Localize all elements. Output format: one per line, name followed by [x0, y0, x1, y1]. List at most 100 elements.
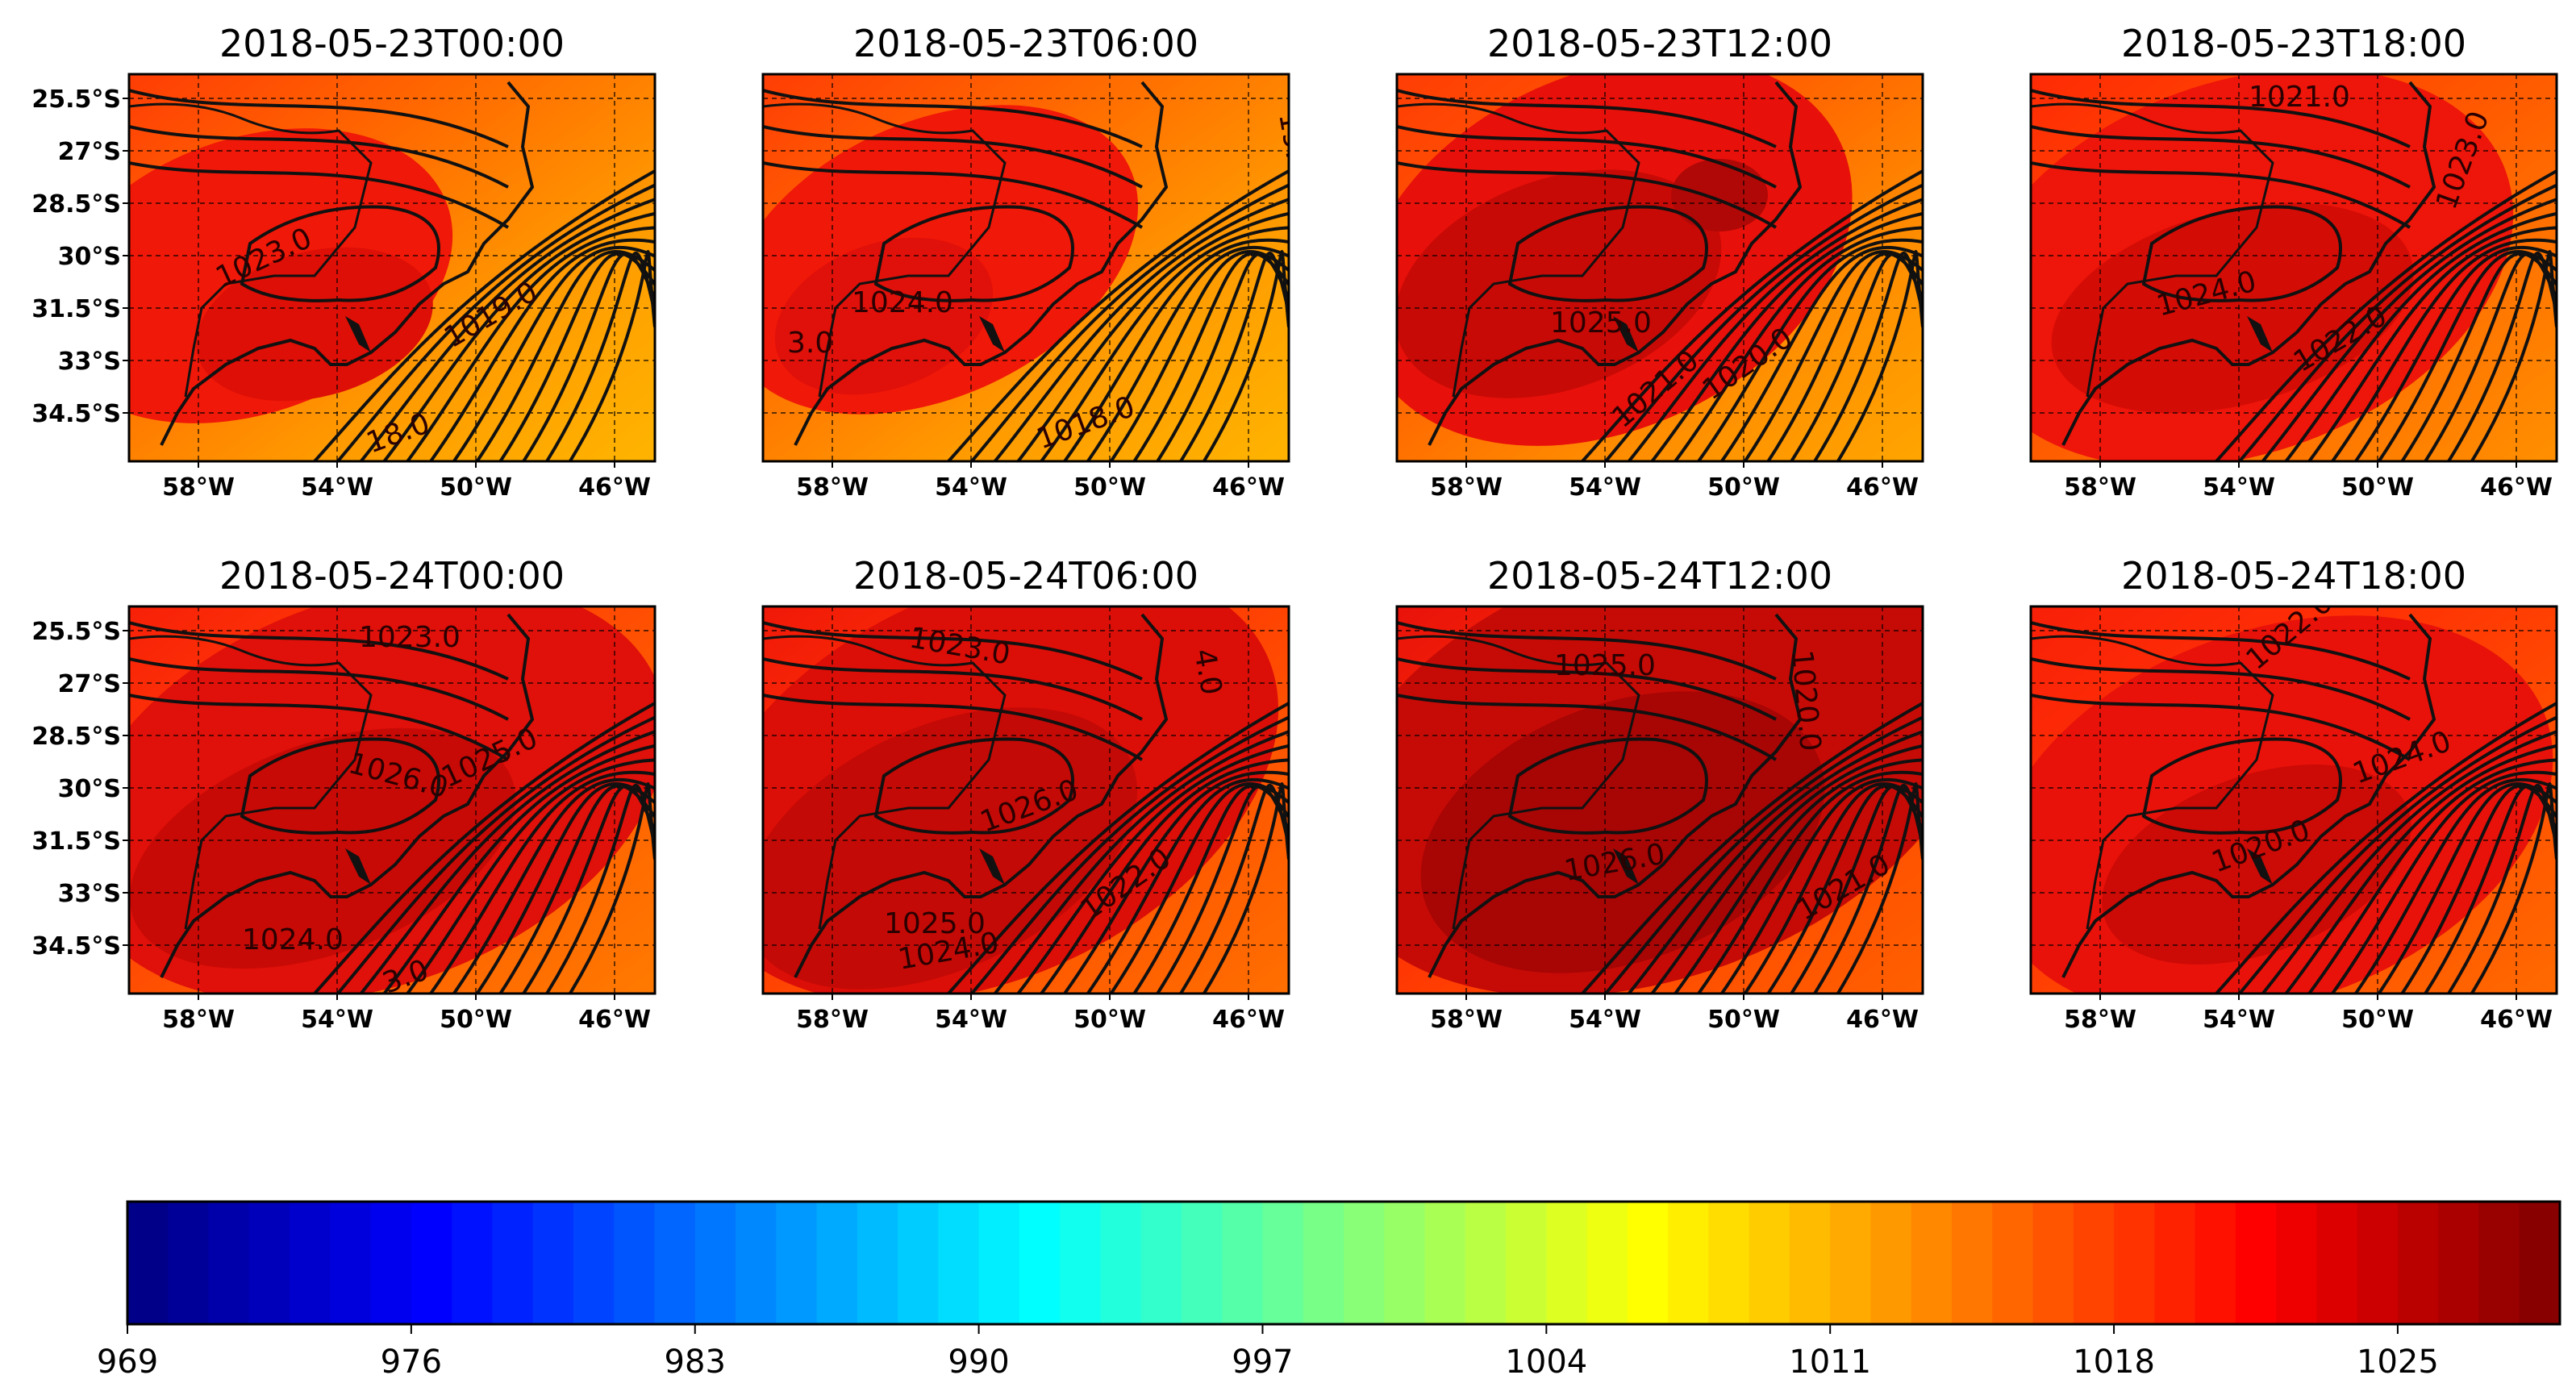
lon-tick-label: 54°W — [1569, 473, 1641, 502]
isobar-ring — [2141, 205, 2342, 302]
isobar-line — [2031, 89, 2411, 148]
isobar-line — [1790, 785, 1923, 994]
lat-tick-label: 28.5°S — [31, 190, 121, 219]
contour-label: 1024.0 — [852, 286, 953, 319]
colorbar-swatch — [2316, 1202, 2358, 1324]
colorbar-swatch — [1384, 1202, 1426, 1324]
lon-tick-label: 50°W — [1707, 1006, 1780, 1034]
isobar-line — [763, 89, 1143, 148]
isobar-line — [1397, 89, 1777, 148]
lon-tick-label: 50°W — [440, 473, 512, 502]
colorbar-swatch — [2276, 1202, 2317, 1324]
panel-frame — [1395, 73, 1924, 463]
isobar-line — [2470, 782, 2557, 994]
isobar-line — [2261, 198, 2557, 461]
panel-title: 2018-05-24T12:00 — [1487, 554, 1832, 598]
coastline — [794, 81, 1169, 446]
colorbar-swatch — [1303, 1202, 1344, 1324]
colorbar-swatch — [2195, 1202, 2236, 1324]
isobar-line — [763, 657, 1143, 721]
isobar-ring — [1507, 205, 1708, 302]
isobar-line — [1016, 211, 1289, 461]
colorbar-swatch — [208, 1202, 250, 1324]
isobar-line — [129, 657, 509, 721]
country-border — [1397, 635, 1640, 930]
lon-tick-label: 54°W — [935, 1006, 1007, 1034]
isobar-line — [569, 782, 655, 994]
lon-tick-label: 54°W — [2203, 1006, 2275, 1034]
colorbar-swatch — [370, 1202, 412, 1324]
country-border — [129, 102, 373, 398]
country-border — [763, 635, 1007, 930]
lon-tick-label: 46°W — [2480, 1006, 2553, 1034]
panel-title: 2018-05-24T06:00 — [853, 554, 1198, 598]
colorbar-swatch — [1181, 1202, 1223, 1324]
isobar-line — [2424, 252, 2557, 461]
isobar-line — [2354, 245, 2557, 461]
pressure-shade — [129, 727, 516, 969]
lat-tick-label: 25.5°S — [31, 85, 121, 114]
colorbar-tick-label: 1025 — [2357, 1344, 2439, 1381]
colorbar-swatch — [1140, 1202, 1182, 1324]
country-border — [1397, 102, 1640, 398]
lagoon-shape — [979, 848, 1005, 885]
country-border — [2031, 635, 2274, 930]
isobar-line — [1040, 226, 1289, 461]
isobar-line — [2424, 785, 2557, 994]
isobar-line — [763, 694, 1144, 761]
isobar-line — [129, 161, 510, 229]
contour-label: 1025.0 — [1554, 649, 1656, 682]
isobar-line — [569, 250, 655, 461]
colorbar-tick-label: 990 — [948, 1344, 1009, 1381]
isobar-line — [2470, 250, 2557, 461]
lat-tick-label: 25.5°S — [31, 618, 121, 646]
isobar-line — [1604, 715, 1923, 994]
isobar-line — [129, 89, 509, 148]
contour-label: 1021.0 — [2249, 81, 2350, 114]
isobar-line — [2284, 744, 2557, 994]
isobar-line — [1628, 198, 1923, 461]
pressure-shade — [196, 247, 433, 402]
colorbar-swatch — [2357, 1202, 2399, 1324]
isobar-line — [522, 785, 655, 994]
colorbar-swatch — [492, 1202, 534, 1324]
isobar-line — [1697, 239, 1923, 461]
lat-tick-label: 27°S — [58, 138, 121, 166]
colorbar-swatch — [411, 1202, 452, 1324]
colorbar-tick-label: 969 — [97, 1344, 158, 1381]
colorbar-swatch — [938, 1202, 980, 1324]
map-panel: 1021.01023.01024.01022.02018-05-23T18:00… — [2029, 22, 2558, 502]
isobar-line — [1581, 702, 1923, 994]
panel-title: 2018-05-24T00:00 — [219, 554, 565, 598]
colorbar-swatch — [978, 1202, 1020, 1324]
colorbar-swatch — [1222, 1202, 1264, 1324]
panel-title: 2018-05-23T06:00 — [853, 22, 1198, 65]
isobar-line — [947, 702, 1289, 994]
lon-tick-label: 46°W — [1846, 473, 1919, 502]
colorbar-swatch — [614, 1202, 656, 1324]
lat-tick-label: 33°S — [58, 348, 121, 376]
colorbar-swatch — [573, 1202, 615, 1324]
coastline — [1428, 613, 1803, 978]
colorbar-swatch — [2154, 1202, 2196, 1324]
isobar-line — [1086, 245, 1289, 461]
colorbar-swatch — [1789, 1202, 1831, 1324]
isobar-ring — [2141, 737, 2342, 835]
isobar-line — [1040, 758, 1289, 994]
isobar-line — [1397, 621, 1777, 681]
colorbar-swatch — [2114, 1202, 2155, 1324]
lon-tick-label: 46°W — [1212, 473, 1285, 502]
isobar-line — [1156, 252, 1289, 461]
colorbar-swatch — [248, 1202, 290, 1324]
isobar-line — [763, 161, 1144, 229]
colorbar-swatch — [816, 1202, 858, 1324]
colorbar-swatch — [290, 1202, 331, 1324]
isobar-line — [2215, 702, 2557, 994]
contour-label: 4.0 — [1187, 646, 1228, 698]
lon-tick-label: 54°W — [935, 473, 1007, 502]
lat-tick-label: 30°S — [58, 775, 121, 803]
lat-tick-label: 27°S — [58, 670, 121, 698]
